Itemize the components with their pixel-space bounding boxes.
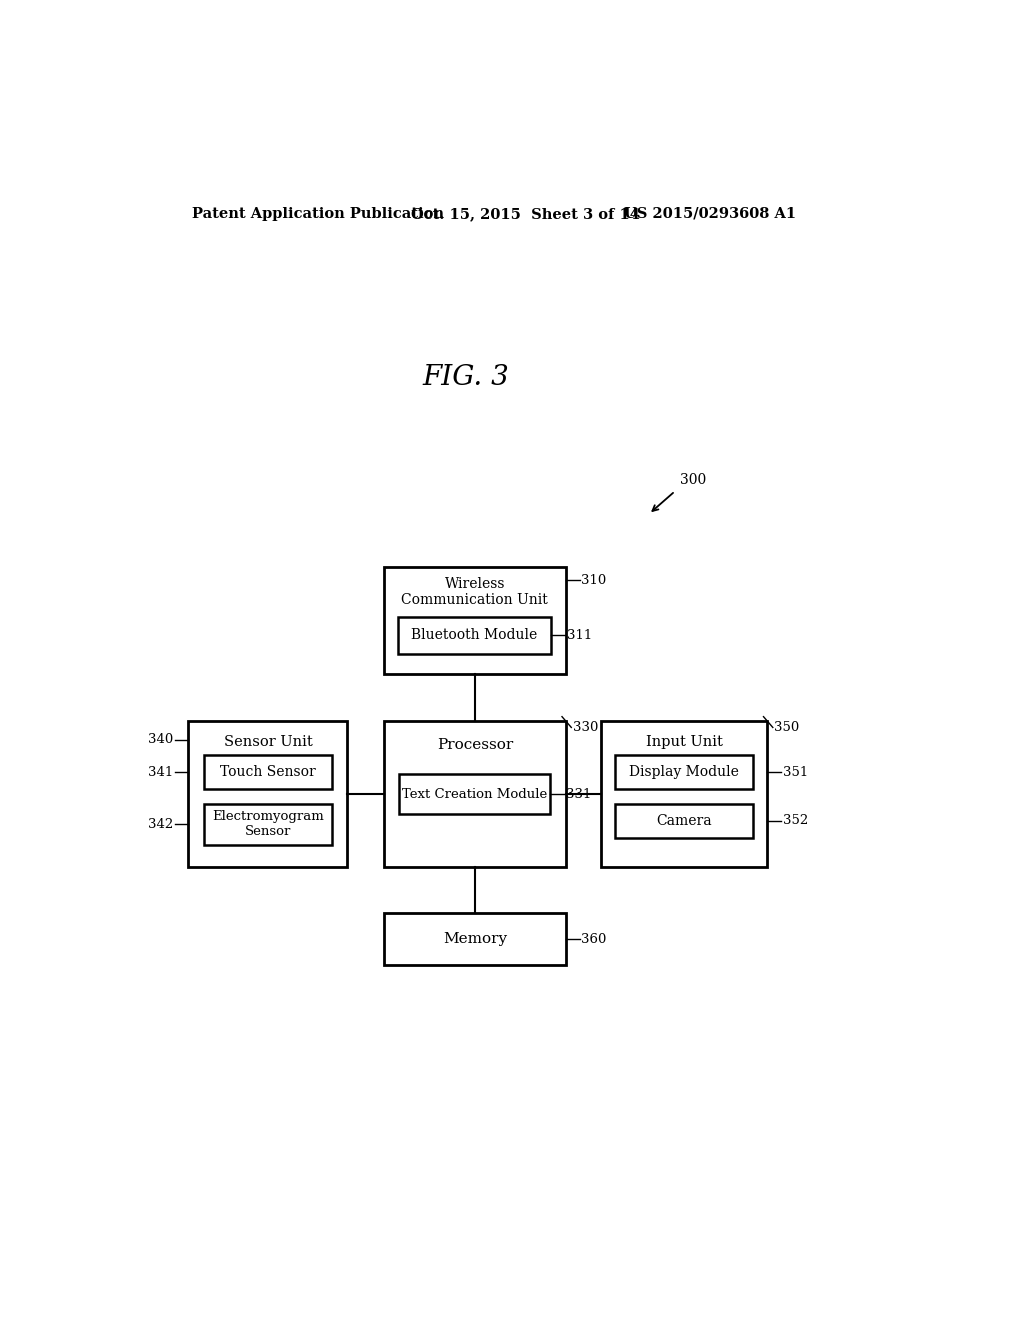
Text: Camera: Camera <box>655 813 712 828</box>
Bar <box>614 804 753 838</box>
Bar <box>384 913 566 965</box>
Text: 360: 360 <box>582 933 607 945</box>
Text: 351: 351 <box>783 766 808 779</box>
Text: 342: 342 <box>147 818 173 832</box>
Bar <box>399 775 550 814</box>
Text: Processor: Processor <box>436 738 513 752</box>
Text: 350: 350 <box>774 721 800 734</box>
Text: 311: 311 <box>566 628 592 642</box>
Bar <box>601 721 767 867</box>
Bar <box>204 755 332 789</box>
Text: Input Unit: Input Unit <box>645 735 723 748</box>
Text: Oct. 15, 2015  Sheet 3 of 14: Oct. 15, 2015 Sheet 3 of 14 <box>411 207 640 220</box>
Bar <box>384 721 566 867</box>
Text: 300: 300 <box>680 474 707 487</box>
Text: 352: 352 <box>783 814 808 828</box>
Text: 330: 330 <box>572 721 598 734</box>
Bar <box>384 566 566 675</box>
Bar <box>614 755 753 789</box>
Text: 340: 340 <box>147 733 173 746</box>
Text: Sensor Unit: Sensor Unit <box>223 735 312 748</box>
Text: Patent Application Publication: Patent Application Publication <box>191 207 443 220</box>
Text: Text Creation Module: Text Creation Module <box>402 788 548 801</box>
Text: 331: 331 <box>566 788 591 801</box>
Bar <box>204 804 332 845</box>
Text: 341: 341 <box>147 766 173 779</box>
Text: Display Module: Display Module <box>629 766 738 779</box>
Text: Wireless
Communication Unit: Wireless Communication Unit <box>401 577 548 607</box>
Text: US 2015/0293608 A1: US 2015/0293608 A1 <box>624 207 796 220</box>
Text: FIG. 3: FIG. 3 <box>423 364 509 391</box>
Bar <box>397 616 551 653</box>
Text: Bluetooth Module: Bluetooth Module <box>412 628 538 642</box>
Bar <box>188 721 347 867</box>
Text: 310: 310 <box>582 574 606 587</box>
Text: Touch Sensor: Touch Sensor <box>220 766 315 779</box>
Text: Electromyogram
Sensor: Electromyogram Sensor <box>212 810 324 838</box>
Text: Memory: Memory <box>442 932 507 946</box>
